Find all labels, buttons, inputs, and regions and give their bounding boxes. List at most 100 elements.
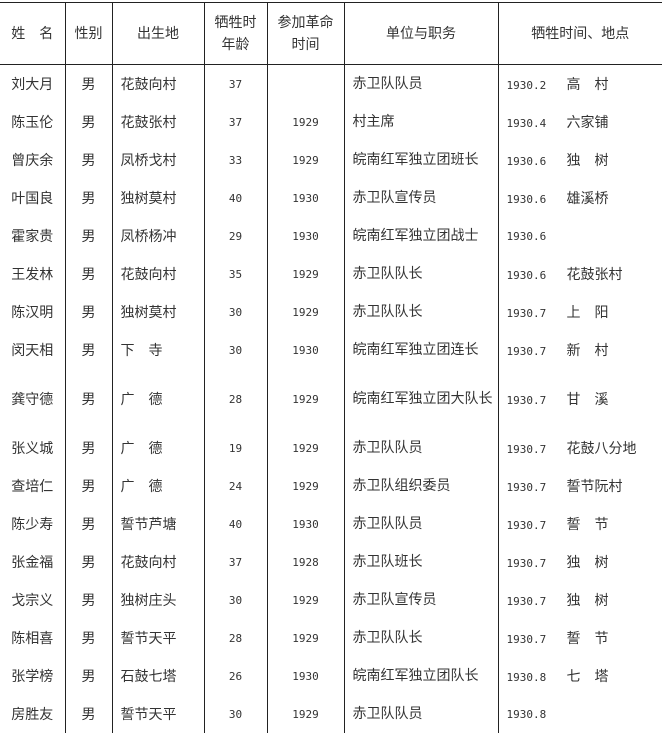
death-date: 1930.6	[506, 193, 547, 206]
death-place: 上 阳	[566, 305, 609, 321]
unit-cell: 村主席	[343, 103, 498, 141]
age-cell: 40	[203, 179, 267, 217]
death-cell: 1930.7 新 村	[497, 331, 662, 369]
age-cell: 37	[203, 543, 267, 581]
age-cell: 37	[203, 103, 267, 141]
death-cell: 1930.8	[497, 695, 662, 733]
death-cell: 1930.6 雄溪桥	[497, 179, 662, 217]
death-place: 誓 节	[566, 631, 609, 647]
joined-cell: 1929	[266, 467, 344, 505]
death-date: 1930.2	[506, 79, 547, 92]
death-date: 1930.6	[506, 269, 547, 282]
table-row: 戈宗义男独树庄头 30 1929 赤卫队宣传员 1930.7 独 树	[0, 581, 662, 619]
joined-cell: 1929	[266, 429, 344, 467]
sex-cell: 男	[64, 543, 112, 581]
unit-cell: 赤卫队队员	[343, 429, 498, 467]
table-row: 张义城男广 德 19 1929 赤卫队队员 1930.7 花鼓八分地	[0, 429, 662, 467]
death-cell: 1930.7 上 阳	[497, 293, 662, 331]
name-cell: 张金福	[11, 555, 54, 571]
header-death: 牺牲时间、地点	[497, 2, 662, 65]
age-cell: 30	[203, 695, 267, 733]
death-place: 誓 节	[566, 517, 609, 533]
joined-cell: 1929	[266, 619, 344, 657]
death-cell: 1930.7 花鼓八分地	[497, 429, 662, 467]
death-place: 独 树	[566, 555, 609, 571]
death-cell: 1930.6 花鼓张村	[497, 255, 662, 293]
unit-cell: 赤卫队宣传员	[343, 179, 498, 217]
table-row: 房胜友男誓节天平 30 1929 赤卫队队员 1930.8	[0, 695, 662, 733]
birthplace-cell: 独树莫村	[111, 293, 204, 331]
joined-cell: 1929	[266, 103, 344, 141]
unit-cell: 赤卫队队员	[343, 505, 498, 543]
death-cell: 1930.7 誓节阮村	[497, 467, 662, 505]
birthplace-cell: 广 德	[111, 467, 204, 505]
age-cell: 40	[203, 505, 267, 543]
death-date: 1930.7	[506, 595, 547, 608]
table-row: 闵天相男下 寺 30 1930 皖南红军独立团连长 1930.7 新 村	[0, 331, 662, 369]
name-cell: 叶国良	[11, 191, 54, 207]
header-row: 姓 名 性别 出生地 牺牲时年龄 参加革命时间 单位与职务 牺牲时间、地点	[0, 2, 662, 65]
sex-cell: 男	[64, 64, 112, 103]
birthplace-cell: 花鼓向村	[111, 255, 204, 293]
sex-cell: 男	[64, 369, 112, 429]
sex-cell: 男	[64, 657, 112, 695]
age-cell: 28	[203, 619, 267, 657]
joined-cell: 1930	[266, 505, 344, 543]
death-date: 1930.7	[506, 443, 547, 456]
table-row: 陈汉明男独树莫村 30 1929 赤卫队队长 1930.7 上 阳	[0, 293, 662, 331]
table-row: 陈相喜男誓节天平 28 1929 赤卫队队长 1930.7 誓 节	[0, 619, 662, 657]
sex-cell: 男	[64, 255, 112, 293]
table-row: 王发林男花鼓向村 35 1929 赤卫队队长 1930.6 花鼓张村	[0, 255, 662, 293]
unit-cell: 赤卫队组织委员	[343, 467, 498, 505]
age-cell: 19	[203, 429, 267, 467]
death-cell: 1930.4 六家铺	[497, 103, 662, 141]
sex-cell: 男	[64, 331, 112, 369]
death-place: 誓节阮村	[566, 479, 623, 495]
death-cell: 1930.6 独 树	[497, 141, 662, 179]
age-cell: 30	[203, 293, 267, 331]
death-place: 独 树	[566, 593, 609, 609]
birthplace-cell: 广 德	[111, 369, 204, 429]
sex-cell: 男	[64, 619, 112, 657]
birthplace-cell: 下 寺	[111, 331, 204, 369]
death-date: 1930.7	[506, 345, 547, 358]
sex-cell: 男	[64, 429, 112, 467]
death-date: 1930.4	[506, 117, 547, 130]
birthplace-cell: 独树莫村	[111, 179, 204, 217]
joined-cell: 1930	[266, 657, 344, 695]
name-cell: 戈宗义	[11, 593, 54, 609]
table-row: 张学榜男石鼓七塔 26 1930 皖南红军独立团队长 1930.8 七 塔	[0, 657, 662, 695]
table-row: 霍家贵男凤桥杨冲 29 1930 皖南红军独立团战士 1930.6	[0, 217, 662, 255]
sex-cell: 男	[64, 293, 112, 331]
death-place: 高 村	[566, 77, 609, 93]
name-cell: 陈相喜	[11, 631, 54, 647]
age-cell: 35	[203, 255, 267, 293]
joined-cell: 1929	[266, 695, 344, 733]
death-place: 六家铺	[566, 115, 609, 131]
sex-cell: 男	[64, 141, 112, 179]
age-cell: 24	[203, 467, 267, 505]
birthplace-cell: 凤桥戈村	[111, 141, 204, 179]
joined-cell	[266, 64, 344, 103]
unit-cell: 皖南红军独立团战士	[343, 217, 498, 255]
joined-cell: 1930	[266, 217, 344, 255]
death-date: 1930.6	[506, 230, 547, 243]
sex-cell: 男	[64, 581, 112, 619]
table-row: 陈少寿男誓节芦塘 40 1930 赤卫队队员 1930.7 誓 节	[0, 505, 662, 543]
joined-cell: 1929	[266, 255, 344, 293]
unit-cell: 皖南红军独立团大队长	[343, 369, 498, 429]
age-cell: 37	[203, 64, 267, 103]
table-row: 刘大月男花鼓向村 37 赤卫队队员 1930.2 高 村	[0, 64, 662, 103]
death-cell: 1930.7 誓 节	[497, 505, 662, 543]
name-cell: 张义城	[11, 441, 54, 457]
death-cell: 1930.7 独 树	[497, 581, 662, 619]
death-place: 花鼓张村	[566, 267, 623, 283]
table-row: 叶国良男独树莫村 40 1930 赤卫队宣传员 1930.6 雄溪桥	[0, 179, 662, 217]
name-cell: 龚守德	[11, 392, 54, 408]
death-date: 1930.7	[506, 394, 547, 407]
birthplace-cell: 誓节芦塘	[111, 505, 204, 543]
death-cell: 1930.6	[497, 217, 662, 255]
death-date: 1930.7	[506, 557, 547, 570]
sex-cell: 男	[64, 217, 112, 255]
